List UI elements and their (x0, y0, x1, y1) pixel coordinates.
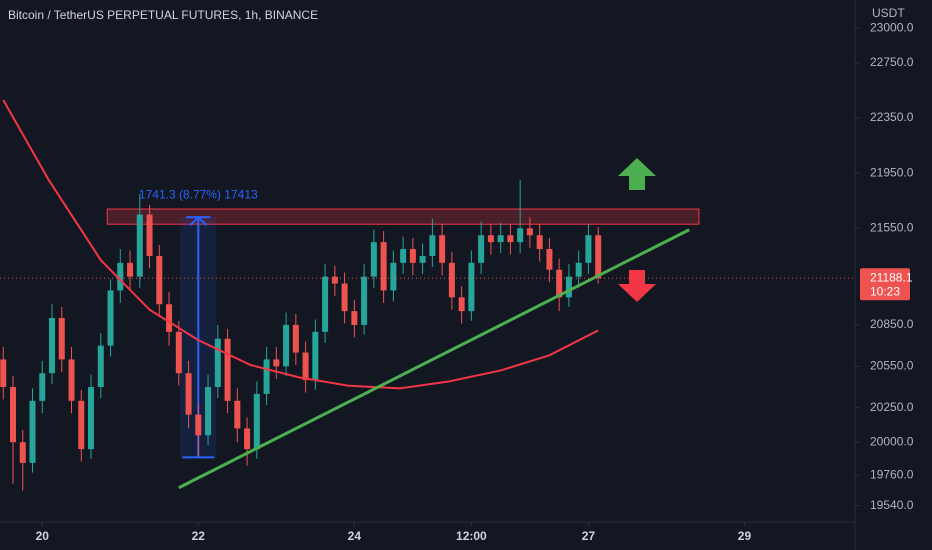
candle-body (585, 235, 592, 263)
candle-body (390, 262, 397, 291)
y-tick-label: 19760.0 (870, 467, 914, 481)
y-tick-label: 23000.0 (870, 20, 914, 34)
candle-body (244, 428, 251, 450)
candle-body (292, 324, 299, 353)
current-price-label: 21188.1 (870, 270, 913, 284)
up-arrow (618, 158, 656, 190)
candle-body (536, 235, 543, 250)
x-tick-label: 20 (36, 529, 50, 543)
x-tick-label: 22 (192, 529, 206, 543)
candle-body (575, 262, 582, 277)
moving-average (2, 99, 599, 390)
candle-body (156, 255, 163, 305)
candle-body (517, 228, 524, 243)
candle-body (361, 276, 368, 325)
y-axis-label: USDT (872, 6, 905, 20)
candle-body (565, 276, 572, 298)
candle-body (19, 442, 26, 463)
candle-body (224, 338, 231, 401)
y-tick-label: 22750.0 (870, 55, 914, 69)
countdown-label: 10:23 (870, 284, 900, 298)
candle-body (312, 331, 319, 381)
candle-body (595, 235, 602, 279)
y-tick-label: 21550.0 (870, 221, 914, 235)
candle-body (487, 235, 494, 243)
candle-body (29, 400, 36, 463)
x-tick-label: 12:00 (456, 529, 487, 543)
candle-body (107, 290, 114, 346)
candle-body (331, 276, 338, 284)
candle-body (195, 414, 202, 436)
y-tick-label: 19540.0 (870, 498, 914, 512)
candle-body (166, 304, 173, 332)
candle-body (370, 242, 377, 277)
candle-body (546, 249, 553, 270)
y-tick-label: 20850.0 (870, 317, 914, 331)
candle-body (478, 235, 485, 263)
candle-body (439, 235, 446, 263)
y-tick-label: 22350.0 (870, 110, 914, 124)
candle-body (234, 400, 241, 429)
candle-body (49, 318, 56, 374)
candle-body (136, 214, 143, 277)
candle-body (322, 276, 329, 332)
candle-body (68, 359, 75, 401)
candle-body (263, 359, 270, 394)
candle-body (458, 297, 465, 312)
candle-body (205, 387, 212, 436)
plot-area: 1741.3 (8.77%) 17413 (0, 99, 700, 491)
y-tick-label: 21950.0 (870, 165, 914, 179)
candle-body (10, 387, 17, 443)
candle-body (97, 345, 104, 388)
candle-body (127, 262, 134, 277)
candle-body (214, 338, 221, 388)
candle-body (146, 214, 153, 256)
x-tick-label: 27 (582, 529, 596, 543)
candle-body (175, 331, 182, 374)
candle-body (556, 269, 563, 298)
candle-body (448, 262, 455, 298)
candle-body (117, 262, 124, 291)
candle-body (273, 359, 280, 367)
y-tick-label: 20250.0 (870, 400, 914, 414)
y-tick-label: 20550.0 (870, 358, 914, 372)
candle-body (185, 373, 192, 415)
x-tick-label: 24 (348, 529, 362, 543)
candle-body (526, 228, 533, 236)
candle-body (400, 249, 407, 263)
y-tick-label: 20000.0 (870, 434, 914, 448)
candle-body (283, 324, 290, 367)
candle-body (409, 249, 416, 263)
candle-body (88, 387, 95, 450)
down-arrow (618, 270, 656, 302)
chart-title: Bitcoin / TetherUS PERPETUAL FUTURES, 1h… (8, 8, 318, 22)
candle-body (351, 311, 358, 325)
candle-body (39, 373, 46, 401)
candle-body (468, 262, 475, 312)
candle-body (302, 352, 309, 381)
candle-body (380, 242, 387, 291)
candle-body (0, 359, 7, 388)
candle-body (58, 318, 65, 360)
candle-body (253, 393, 260, 450)
candle-body (341, 283, 348, 312)
current-price-box (860, 268, 910, 301)
candle-body (497, 235, 504, 243)
x-tick-label: 29 (738, 529, 752, 543)
candle-body (507, 235, 514, 243)
candle-body (78, 400, 85, 450)
measure-arrowhead (189, 215, 208, 226)
measure-label: 1741.3 (8.77%) 17413 (139, 187, 258, 201)
resistance-zone (106, 208, 700, 225)
candle-body (419, 255, 426, 263)
trendline (178, 228, 690, 490)
candle-body (429, 235, 436, 256)
